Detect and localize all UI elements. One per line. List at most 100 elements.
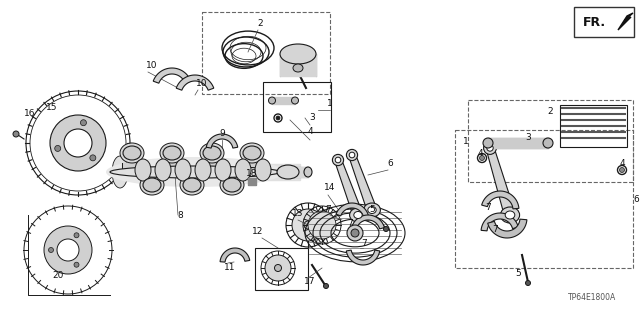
Text: FR.: FR.	[583, 15, 606, 28]
Ellipse shape	[346, 149, 358, 161]
Circle shape	[276, 116, 280, 120]
Circle shape	[74, 262, 79, 267]
Ellipse shape	[13, 131, 19, 137]
Ellipse shape	[349, 208, 366, 222]
Polygon shape	[206, 134, 237, 148]
Polygon shape	[486, 147, 515, 217]
Text: 15: 15	[46, 103, 58, 113]
Text: 7: 7	[325, 205, 331, 214]
Ellipse shape	[304, 167, 312, 177]
Ellipse shape	[354, 212, 362, 219]
Polygon shape	[285, 167, 308, 177]
Text: 2: 2	[547, 108, 553, 116]
Ellipse shape	[500, 207, 520, 223]
Text: 10: 10	[147, 61, 157, 70]
Text: 4: 4	[307, 127, 313, 137]
Circle shape	[620, 167, 625, 172]
Text: 7: 7	[361, 239, 367, 249]
Ellipse shape	[487, 145, 493, 151]
Text: 10: 10	[196, 79, 208, 89]
Text: 18: 18	[246, 169, 258, 178]
Circle shape	[479, 156, 484, 161]
Text: 20: 20	[52, 270, 64, 279]
Polygon shape	[115, 164, 300, 180]
Ellipse shape	[123, 146, 141, 160]
Text: 16: 16	[24, 108, 36, 117]
Ellipse shape	[347, 225, 363, 241]
Ellipse shape	[543, 138, 553, 148]
Ellipse shape	[484, 141, 497, 155]
Ellipse shape	[135, 159, 151, 181]
Text: 6: 6	[387, 159, 393, 169]
Polygon shape	[248, 178, 256, 185]
Ellipse shape	[155, 159, 171, 181]
Polygon shape	[351, 215, 385, 231]
Ellipse shape	[293, 64, 303, 72]
Ellipse shape	[292, 209, 324, 241]
Text: 17: 17	[304, 277, 316, 286]
Polygon shape	[488, 219, 527, 238]
Text: 3: 3	[525, 133, 531, 142]
Ellipse shape	[44, 226, 92, 274]
Ellipse shape	[163, 146, 181, 160]
Ellipse shape	[255, 159, 271, 181]
Ellipse shape	[57, 239, 79, 261]
Text: 5: 5	[369, 205, 375, 214]
Ellipse shape	[277, 165, 299, 179]
Ellipse shape	[351, 229, 359, 237]
FancyBboxPatch shape	[574, 7, 634, 37]
Ellipse shape	[243, 146, 261, 160]
Ellipse shape	[291, 97, 298, 104]
Ellipse shape	[332, 155, 344, 166]
Ellipse shape	[383, 227, 388, 231]
Ellipse shape	[200, 143, 224, 163]
Text: 14: 14	[324, 183, 336, 193]
Polygon shape	[618, 13, 633, 30]
Ellipse shape	[304, 221, 312, 229]
Polygon shape	[122, 163, 142, 169]
Ellipse shape	[275, 265, 282, 271]
Ellipse shape	[160, 143, 184, 163]
Polygon shape	[272, 97, 295, 104]
Ellipse shape	[143, 178, 161, 192]
Ellipse shape	[368, 206, 376, 213]
Ellipse shape	[335, 157, 341, 163]
Polygon shape	[349, 154, 376, 212]
Ellipse shape	[349, 152, 355, 158]
Ellipse shape	[106, 157, 284, 187]
Text: 7: 7	[492, 226, 498, 235]
Text: 12: 12	[252, 228, 264, 236]
Ellipse shape	[265, 255, 291, 281]
Ellipse shape	[120, 143, 144, 163]
Ellipse shape	[223, 178, 241, 192]
Text: 4: 4	[477, 149, 483, 158]
Ellipse shape	[195, 159, 211, 181]
Polygon shape	[482, 191, 519, 209]
Polygon shape	[202, 163, 222, 169]
Ellipse shape	[280, 44, 316, 64]
Text: 6: 6	[633, 196, 639, 204]
Text: 9: 9	[219, 129, 225, 138]
Ellipse shape	[220, 175, 244, 195]
Ellipse shape	[269, 97, 275, 104]
Polygon shape	[176, 75, 214, 90]
Polygon shape	[153, 68, 191, 83]
Ellipse shape	[180, 175, 204, 195]
Text: 1: 1	[327, 100, 333, 108]
Polygon shape	[346, 250, 380, 265]
Polygon shape	[481, 213, 518, 231]
Ellipse shape	[483, 138, 493, 148]
Text: 8: 8	[177, 211, 183, 220]
Ellipse shape	[175, 159, 191, 181]
Ellipse shape	[308, 211, 336, 239]
Ellipse shape	[203, 146, 221, 160]
Polygon shape	[336, 203, 369, 220]
Ellipse shape	[364, 203, 380, 217]
Text: 1: 1	[463, 138, 469, 147]
Text: 13: 13	[292, 209, 304, 218]
Ellipse shape	[235, 159, 251, 181]
Text: 11: 11	[224, 262, 236, 271]
Ellipse shape	[215, 159, 231, 181]
Polygon shape	[162, 163, 182, 169]
Polygon shape	[488, 138, 548, 148]
